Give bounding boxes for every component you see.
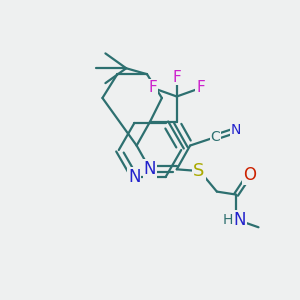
Text: F: F (172, 70, 181, 85)
Text: C: C (211, 130, 220, 144)
Text: S: S (194, 162, 205, 180)
Text: O: O (243, 166, 256, 184)
Text: H: H (223, 213, 233, 227)
Text: N: N (233, 211, 246, 229)
Text: F: F (148, 80, 157, 95)
Text: N: N (128, 168, 141, 186)
Text: N: N (231, 123, 242, 137)
Text: N: N (144, 160, 156, 178)
Text: F: F (196, 80, 205, 95)
